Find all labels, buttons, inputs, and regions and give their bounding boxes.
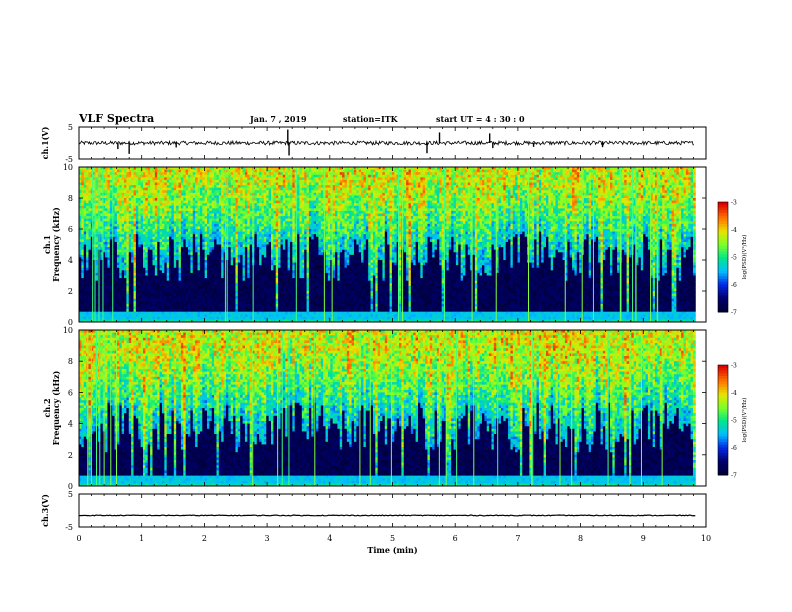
x-tick-label: 1	[139, 534, 144, 543]
ch1-spectrogram-ytick-label: 4	[68, 256, 73, 265]
ch1-trace	[78, 139, 694, 147]
colorbar-tick-label: -7	[731, 310, 737, 317]
colorbar-tick-label: -5	[731, 418, 737, 425]
colorbar-tick-label: -6	[731, 445, 737, 452]
ch2-spectrogram-ytick-label: 6	[68, 388, 73, 397]
ch1-ylabel: ch.1(V)	[40, 126, 50, 159]
x-tick-label: 9	[641, 534, 646, 543]
date-label: Jan. 7 , 2019	[250, 114, 307, 124]
ch1-spectrogram-ytick-label: 2	[68, 287, 73, 296]
colorbar-tick-label: -6	[731, 282, 737, 289]
x-tick-label: 2	[202, 534, 207, 543]
ch1-spectrogram-ytick-label: 0	[68, 318, 73, 327]
station-label: station=ITK	[343, 114, 398, 124]
ch2-spectrogram-frame: 0 2 4 6 8 10	[63, 326, 707, 491]
start-ut-label: start UT = 4 : 30 : 0	[436, 114, 525, 124]
colorbar-label: log(PSD)(V²/Hz)	[741, 235, 748, 280]
ch3-frame: 5 -5	[65, 490, 707, 532]
ch1-spectrogram-colorbar: -3 -4 -5 -6 -7 log(PSD)(V²/Hz)	[717, 200, 748, 317]
colorbar-tick-label: -7	[731, 473, 737, 480]
x-tick-label: 4	[327, 534, 332, 543]
colorbar-tick-label: -3	[731, 363, 737, 370]
ch2-spectrogram-ylabel: ch.2Frequency (kHz)	[42, 370, 61, 445]
ch1-frame: 5 -5	[65, 123, 707, 164]
colorbar-label: log(PSD)(V²/Hz)	[741, 398, 748, 443]
x-tick-label: 6	[453, 534, 458, 543]
ch2-spectrogram-ytick-label: 4	[68, 420, 73, 429]
ch1-spectrogram-ylabel: ch.1Frequency (kHz)	[42, 207, 61, 282]
ch1-spectrogram-ytick-label: 6	[68, 225, 73, 234]
ch1-ytick-label: -5	[65, 155, 73, 164]
ch3-ylabel: ch.3(V)	[40, 494, 50, 527]
x-tick-label: 8	[578, 534, 583, 543]
ch2-spectrogram-colorbar: -3 -4 -5 -6 -7 log(PSD)(V²/Hz)	[717, 363, 748, 480]
colorbar-tick-label: -4	[731, 227, 737, 234]
ch3-ytick-label: 5	[68, 490, 73, 499]
x-tick-label: 3	[265, 534, 270, 543]
colorbar-tick-label: -3	[731, 200, 737, 207]
x-tick-label: 10	[701, 534, 711, 543]
x-axis-label: Time (min)	[367, 545, 417, 555]
ch3-ytick-label: -5	[65, 523, 73, 532]
ch2-spectrogram-ytick-label: 0	[68, 482, 73, 491]
ch2-spectrogram-ytick-label: 10	[63, 326, 73, 335]
x-tick-label: 0	[76, 534, 81, 543]
colorbar-tick-label: -4	[731, 390, 737, 397]
colorbar-tick-label: -5	[731, 255, 737, 262]
x-tick-label: 7	[515, 534, 520, 543]
ch2-spectrogram-ytick-label: 8	[68, 357, 73, 366]
x-tick-label: 5	[390, 534, 395, 543]
spectrogram-ch1-spectrogram	[79, 167, 696, 323]
ch2-spectrogram-ytick-label: 2	[68, 451, 73, 460]
spectrogram-ch2-spectrogram	[79, 330, 696, 487]
ch1-spectrogram-frame: 0 2 4 6 8 10	[63, 163, 707, 327]
ch1-spectrogram-ytick-label: 8	[68, 194, 73, 203]
ch3-trace	[79, 514, 696, 517]
ch1-spectrogram-ytick-label: 10	[63, 163, 73, 172]
ch3-border	[78, 493, 707, 528]
ch1-ytick-label: 5	[68, 123, 73, 132]
figure-title: VLF Spectra	[79, 112, 154, 125]
